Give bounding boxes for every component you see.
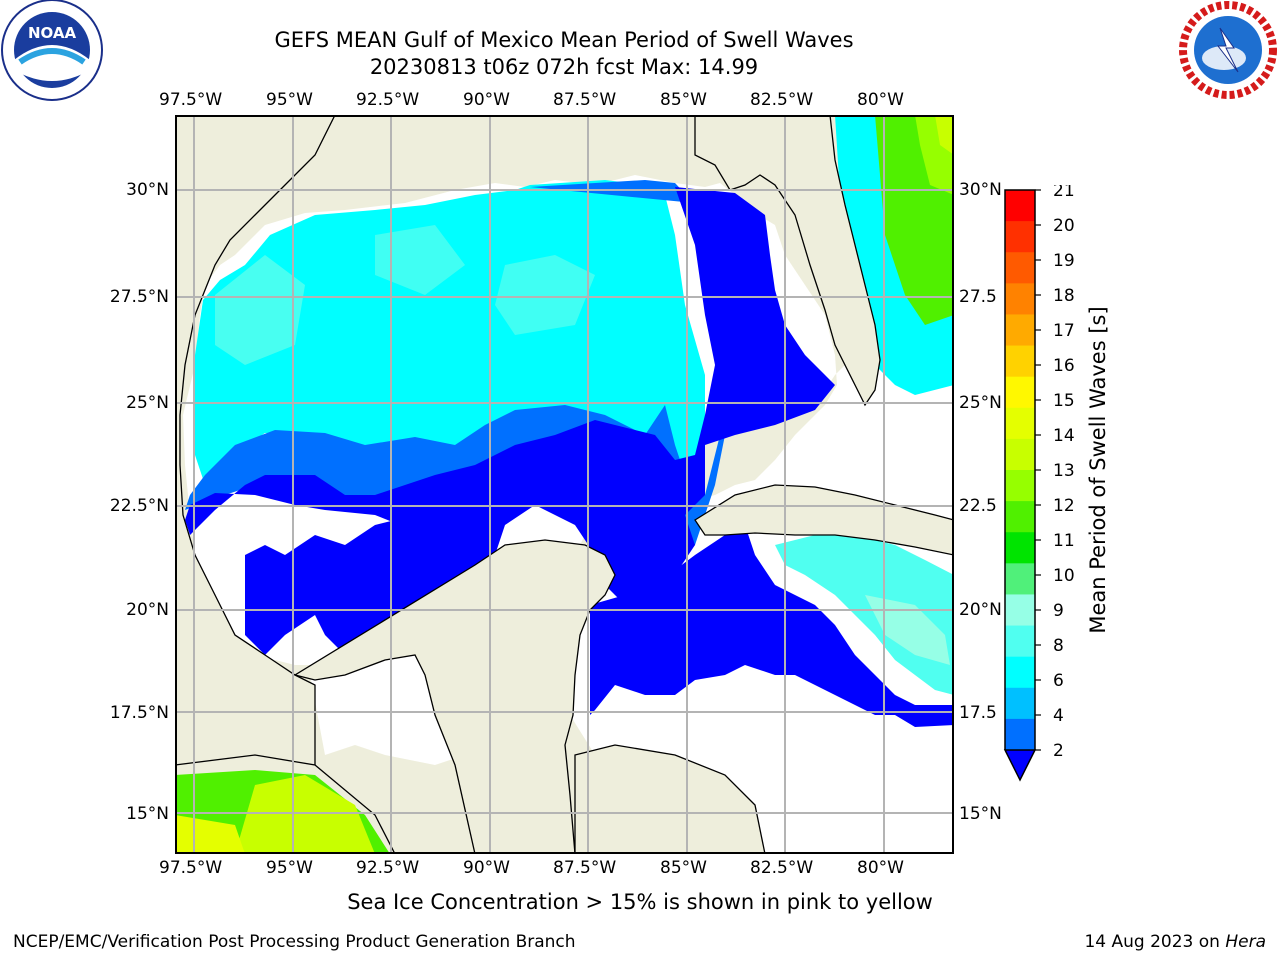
colorbar-extend-arrow: [1003, 749, 1037, 782]
colorbar-band: [1005, 656, 1035, 689]
colorbar-tick-label: 16: [1053, 356, 1075, 376]
lat-tick-right: 27.5: [959, 287, 997, 307]
colorbar-tick-label: 12: [1053, 496, 1075, 516]
colorbar-tick-label: 14: [1053, 426, 1075, 446]
lat-tick-left: 17.5°N: [109, 703, 169, 723]
lat-tick-left: 30°N: [126, 180, 169, 200]
map-frame: [175, 115, 954, 854]
colorbar-band: [1005, 687, 1035, 720]
map-panel: [175, 115, 954, 854]
lon-tick-bottom: 80°W: [857, 858, 904, 878]
colorbar-band: [1005, 283, 1035, 315]
colorbar-tick-label: 10: [1053, 566, 1075, 586]
swell-zone-6-8s: [215, 255, 305, 365]
colorbar: 21 20 19 18 17 16 15 14 13 12 11 10 9 8 6 4 2: [1003, 185, 1075, 782]
colorbar-band: [1005, 718, 1035, 751]
lon-tick-top: 82.5°W: [750, 90, 814, 110]
lon-tick-bottom: 92.5°W: [356, 858, 420, 878]
lat-tick-left: 22.5°N: [109, 496, 169, 516]
lon-tick-bottom: 97.5°W: [159, 858, 223, 878]
colorbar-tick-label: 8: [1053, 636, 1064, 656]
colorbar-band: [1005, 438, 1035, 471]
footer-credit: NCEP/EMC/Verification Post Processing Pr…: [13, 932, 576, 952]
swell-zone-4-6s: [193, 180, 705, 503]
sea-ice-note: Sea Ice Concentration > 15% is shown in …: [347, 890, 933, 914]
yucatan-land: [293, 539, 616, 854]
footer-host: Hera: [1225, 932, 1266, 952]
lat-tick-right: 17.5: [959, 703, 997, 723]
colorbar-tick-label: 18: [1053, 286, 1075, 306]
lat-tick-right: 25°N: [959, 393, 1002, 413]
chart-subtitle: 20230813 t06z 072h fcst Max: 14.99: [369, 55, 759, 79]
colorbar-tick-label: 19: [1053, 251, 1075, 271]
colorbar-ticks: 21 20 19 18 17 16 15 14 13 12 11 10 9 8 6 4 2: [1035, 185, 1075, 761]
colorbar-tick-label: 15: [1053, 391, 1075, 411]
swell-zone-under-2s: [185, 187, 835, 605]
colorbar-tick-label: 2: [1053, 741, 1064, 761]
colorbar-band: [1005, 314, 1035, 347]
lon-tick-top: 80°W: [857, 90, 904, 110]
colorbar-band: [1005, 407, 1035, 440]
colorbar-tick-label: 21: [1053, 185, 1075, 201]
colorbar-band: [1005, 563, 1035, 595]
colorbar-band: [1005, 376, 1035, 409]
colorbar-band: [1005, 252, 1035, 284]
colorbar-band: [1005, 470, 1035, 502]
lon-tick-bottom: 82.5°W: [750, 858, 814, 878]
colorbar-tick-label: 17: [1053, 321, 1075, 341]
lon-tick-bottom: 87.5°W: [553, 858, 617, 878]
colorbar-band: [1005, 532, 1035, 564]
lat-tick-right: 20°N: [959, 600, 1002, 620]
lon-tick-top: 85°W: [660, 90, 707, 110]
colorbar-tick-label: 4: [1053, 706, 1064, 726]
colorbar-tick-label: 20: [1053, 216, 1075, 236]
lon-tick-top: 92.5°W: [356, 90, 420, 110]
colorbar-band: [1005, 345, 1035, 378]
mexico-land: [175, 115, 336, 854]
colorbar-label: Mean Period of Swell Waves [s]: [1086, 306, 1110, 634]
nws-logo-icon: [1179, 1, 1277, 99]
colorbar-band: [1005, 625, 1035, 658]
lat-tick-left: 25°N: [126, 393, 169, 413]
lat-tick-left: 20°N: [126, 600, 169, 620]
lon-tick-top: 95°W: [266, 90, 313, 110]
graticule: [175, 115, 954, 854]
footer-date: 14 Aug 2023 on Hera: [1084, 932, 1266, 952]
chart-title: GEFS MEAN Gulf of Mexico Mean Period of …: [274, 28, 854, 52]
colorbar-tick-label: 6: [1053, 671, 1064, 691]
lat-tick-right: 30°N: [959, 180, 1002, 200]
colorbar-tick-label: 9: [1053, 601, 1064, 621]
colorbar-tick-label: 11: [1053, 531, 1075, 551]
lon-tick-top: 87.5°W: [553, 90, 617, 110]
cuba-land: [694, 484, 954, 556]
lat-tick-left: 15°N: [126, 804, 169, 824]
colorbar-tick-label: 13: [1053, 461, 1075, 481]
colorbar-band: [1005, 190, 1035, 222]
colorbar-band: [1005, 594, 1035, 627]
lon-tick-bottom: 90°W: [463, 858, 510, 878]
lat-tick-left: 27.5°N: [109, 287, 169, 307]
noaa-logo-text: NOAA: [28, 24, 77, 42]
noaa-logo-icon: NOAA: [1, 0, 103, 101]
lon-tick-top: 97.5°W: [159, 90, 223, 110]
lat-tick-right: 22.5: [959, 496, 997, 516]
colorbar-band: [1005, 221, 1035, 253]
colorbar-band: [1005, 501, 1035, 533]
lon-tick-top: 90°W: [463, 90, 510, 110]
lon-tick-bottom: 95°W: [266, 858, 313, 878]
colorbar-bands: [1003, 189, 1037, 782]
lon-tick-bottom: 85°W: [660, 858, 707, 878]
lat-tick-right: 15°N: [959, 804, 1002, 824]
